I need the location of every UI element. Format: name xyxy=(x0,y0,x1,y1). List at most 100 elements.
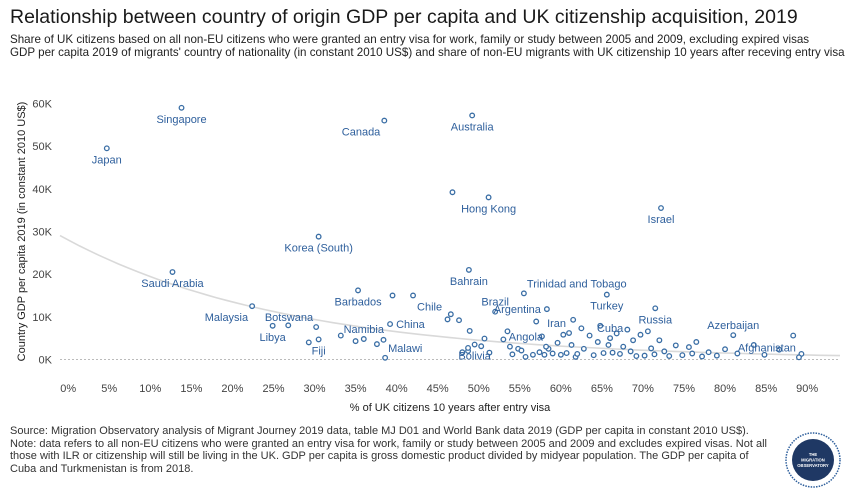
point-label: Cuba xyxy=(597,323,624,335)
data-point-chile xyxy=(410,292,417,299)
data-point xyxy=(509,351,516,358)
data-point xyxy=(389,292,396,299)
data-point xyxy=(617,350,623,357)
data-point xyxy=(500,336,507,343)
point-label: Chile xyxy=(417,301,442,313)
data-point xyxy=(444,316,451,323)
x-tick-label: 20% xyxy=(221,383,243,395)
data-point xyxy=(648,345,655,352)
logo-line-3: OBSERVATORY xyxy=(797,463,829,468)
chart-title: Relationship between country of origin G… xyxy=(10,6,798,28)
data-point xyxy=(630,337,637,344)
point-label: Turkey xyxy=(590,301,624,313)
data-point-cuba xyxy=(607,335,614,342)
trendline xyxy=(59,234,841,357)
data-point xyxy=(541,351,548,358)
y-tick-label: 0K xyxy=(39,354,53,366)
data-point-argentina xyxy=(543,306,550,313)
data-point-australia xyxy=(469,112,476,119)
data-point-russia xyxy=(652,305,659,312)
chart-footer: Source: Migration Observatory analysis o… xyxy=(10,425,770,475)
data-point xyxy=(620,343,627,350)
data-point xyxy=(734,350,741,357)
data-point xyxy=(352,338,359,345)
data-point xyxy=(609,349,616,356)
point-label: Botswana xyxy=(265,312,314,324)
data-point xyxy=(651,351,658,358)
source-note: Source: Migration Observatory analysis o… xyxy=(10,425,749,437)
data-point xyxy=(699,353,706,360)
data-point xyxy=(578,325,585,332)
point-label: Bahrain xyxy=(450,276,488,288)
data-point xyxy=(506,343,513,350)
data-point xyxy=(590,352,597,359)
y-axis-title: Country GDP per capita 2019 (in constant… xyxy=(16,102,28,362)
x-tick-label: 50% xyxy=(468,383,490,395)
data-point xyxy=(641,352,648,359)
data-point-bolivia xyxy=(471,341,478,348)
subtitle-line-1: Share of UK citizens based on all non-EU… xyxy=(10,33,810,46)
data-point xyxy=(722,346,729,353)
trendline-layer xyxy=(59,234,841,357)
note-text: Note: data refers to all non-EU citizens… xyxy=(10,437,767,475)
x-tick-label: 80% xyxy=(714,383,736,395)
data-point-bahrain xyxy=(465,266,472,273)
data-point xyxy=(459,349,466,356)
point-label: Libya xyxy=(260,332,287,344)
x-tick-label: 85% xyxy=(755,383,777,395)
chart-subtitle: Share of UK citizens based on all non-EU… xyxy=(10,33,846,60)
data-point-malaysia xyxy=(249,303,256,310)
data-point xyxy=(597,322,604,329)
point-label: Korea (South) xyxy=(284,243,352,255)
x-tick-label: 0% xyxy=(60,383,76,395)
data-point-brazil xyxy=(492,308,499,315)
point-label: Malawi xyxy=(388,343,422,355)
data-point xyxy=(554,339,561,346)
x-tick-label: 15% xyxy=(180,383,202,395)
data-point-trinidad-and-tobago xyxy=(520,290,527,297)
x-tick-label: 30% xyxy=(304,383,326,395)
x-tick-label: 5% xyxy=(101,383,117,395)
point-label: Russia xyxy=(638,314,673,326)
y-tick-label: 50K xyxy=(32,141,52,153)
data-point xyxy=(568,342,575,348)
data-point xyxy=(570,316,577,323)
data-point xyxy=(522,353,529,360)
data-point xyxy=(574,350,581,357)
data-point-china xyxy=(387,321,394,328)
point-label: Singapore xyxy=(156,114,206,126)
point-label: Barbados xyxy=(334,296,382,308)
data-point xyxy=(600,350,607,357)
data-point xyxy=(637,331,644,338)
y-tick-label: 40K xyxy=(32,184,52,196)
data-point xyxy=(478,343,485,350)
data-point xyxy=(693,339,700,345)
data-point xyxy=(466,327,473,334)
data-point-saudi-arabia xyxy=(169,269,176,275)
data-point xyxy=(539,333,545,340)
data-point-canada xyxy=(381,117,388,124)
data-point xyxy=(656,337,663,344)
x-tick-label: 90% xyxy=(796,383,818,395)
point-label: Fiji xyxy=(312,345,326,357)
x-tick-label: 55% xyxy=(509,383,531,395)
point-label: Australia xyxy=(451,121,495,133)
data-point xyxy=(337,332,344,339)
data-point xyxy=(456,317,462,324)
data-point-libya xyxy=(269,322,276,329)
data-point xyxy=(563,350,570,357)
data-point xyxy=(661,348,668,355)
data-point xyxy=(305,339,312,346)
point-label: Hong Kong xyxy=(461,203,516,215)
x-tick-label: 75% xyxy=(673,383,695,395)
data-point xyxy=(533,318,540,325)
point-label: Trinidad and Tobago xyxy=(527,278,627,290)
x-axis-title: % of UK citizens 10 years after entry vi… xyxy=(350,402,551,414)
data-point-japan xyxy=(103,145,110,152)
point-label: China xyxy=(396,319,426,331)
data-point-fiji xyxy=(315,336,322,343)
point-label: Namibia xyxy=(344,324,385,336)
data-point xyxy=(666,353,673,360)
point-label: Argentina xyxy=(494,304,542,316)
